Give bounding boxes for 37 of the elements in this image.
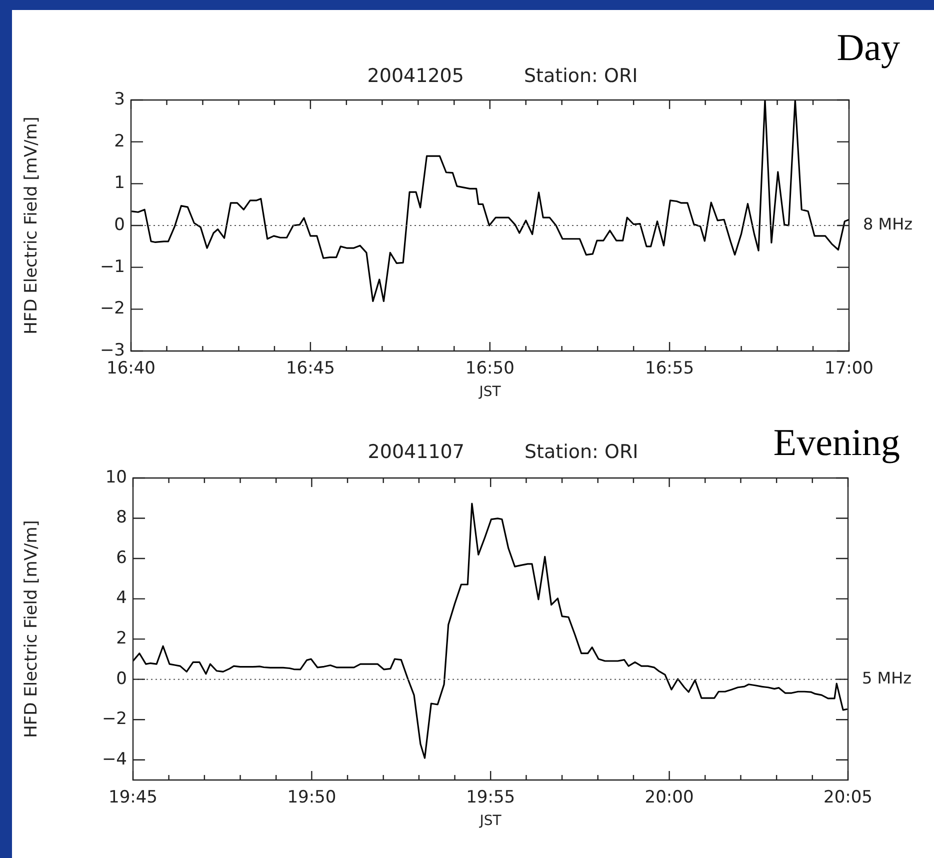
x-tick-label: 19:55: [466, 788, 516, 808]
y-tick-label: 10: [105, 467, 127, 488]
x-tick-label: 16:45: [286, 358, 335, 379]
chart-title: 20041205: [367, 65, 464, 87]
x-axis-title: JST: [478, 384, 502, 400]
y-tick-label: 0: [116, 668, 127, 689]
text: Day: [836, 26, 900, 69]
y-tick-label: −2: [100, 298, 125, 319]
y-tick-label: 6: [116, 548, 127, 568]
y-tick-label: 4: [116, 588, 127, 608]
x-tick-label: 20:05: [824, 788, 872, 808]
ref-line-label: 8 MHz: [863, 214, 912, 234]
x-tick-label: 16:50: [465, 358, 514, 379]
y-tick-label: −3: [100, 340, 125, 360]
chart-title: 20041107: [368, 441, 464, 463]
y-tick-label: 1: [114, 173, 125, 194]
text: Evening: [773, 422, 900, 464]
x-axis-title: JST: [478, 813, 502, 830]
y-tick-label: 3: [114, 89, 125, 110]
x-tick-label: 16:40: [106, 358, 156, 379]
y-tick-label: −2: [102, 709, 127, 730]
y-tick-label: −4: [102, 749, 127, 770]
ref-line-label: 5 MHz: [862, 668, 912, 688]
y-tick-label: 2: [116, 628, 127, 648]
x-tick-label: 16:55: [645, 358, 694, 379]
y-tick-label: 8: [116, 508, 127, 528]
y-tick-label: 0: [114, 214, 125, 235]
y-tick-label: −1: [100, 256, 125, 277]
chart-subtitle: Station: ORI: [524, 65, 638, 87]
y-axis-title: HFD Electric Field [mV/m]: [22, 116, 42, 334]
x-tick-label: 17:00: [824, 358, 874, 379]
y-axis-title: HFD Electric Field [mV/m]: [22, 520, 42, 738]
x-tick-label: 19:45: [108, 788, 158, 808]
x-tick-label: 20:00: [644, 788, 694, 808]
x-tick-label: 19:50: [287, 788, 336, 808]
chart-subtitle: Station: ORI: [524, 441, 638, 463]
y-tick-label: 2: [114, 131, 125, 152]
